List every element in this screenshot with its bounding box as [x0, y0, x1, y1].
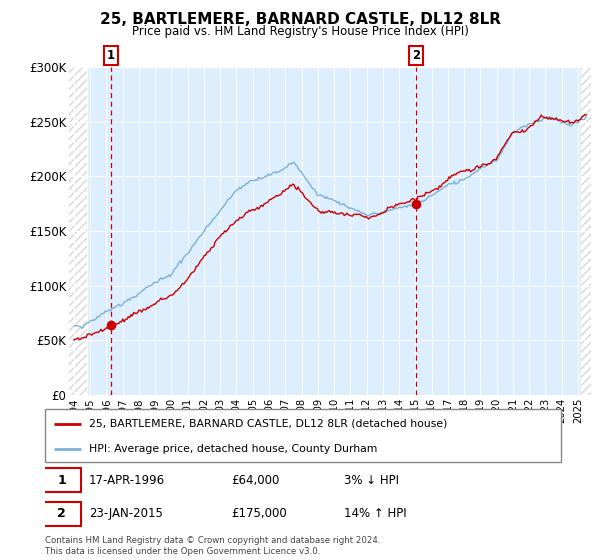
- Text: 1: 1: [58, 474, 66, 487]
- Text: 3% ↓ HPI: 3% ↓ HPI: [344, 474, 399, 487]
- Text: 2: 2: [58, 507, 66, 520]
- FancyBboxPatch shape: [45, 409, 561, 462]
- Text: Contains HM Land Registry data © Crown copyright and database right 2024.
This d: Contains HM Land Registry data © Crown c…: [45, 536, 380, 556]
- Bar: [581, 67, 591, 395]
- Text: 14% ↑ HPI: 14% ↑ HPI: [344, 507, 407, 520]
- Text: £175,000: £175,000: [231, 507, 287, 520]
- Text: 17-APR-1996: 17-APR-1996: [89, 474, 165, 487]
- Text: HPI: Average price, detached house, County Durham: HPI: Average price, detached house, Coun…: [89, 444, 377, 454]
- Text: 25, BARTLEMERE, BARNARD CASTLE, DL12 8LR (detached house): 25, BARTLEMERE, BARNARD CASTLE, DL12 8LR…: [89, 419, 447, 429]
- Text: 1: 1: [107, 49, 115, 62]
- Bar: [581, 67, 591, 395]
- FancyBboxPatch shape: [43, 502, 81, 526]
- Bar: [69, 67, 88, 395]
- Text: 25, BARTLEMERE, BARNARD CASTLE, DL12 8LR: 25, BARTLEMERE, BARNARD CASTLE, DL12 8LR: [100, 12, 500, 27]
- Bar: [69, 67, 88, 395]
- Text: 23-JAN-2015: 23-JAN-2015: [89, 507, 163, 520]
- Text: 2: 2: [412, 49, 421, 62]
- Text: Price paid vs. HM Land Registry's House Price Index (HPI): Price paid vs. HM Land Registry's House …: [131, 25, 469, 38]
- Text: £64,000: £64,000: [231, 474, 279, 487]
- FancyBboxPatch shape: [43, 468, 81, 492]
